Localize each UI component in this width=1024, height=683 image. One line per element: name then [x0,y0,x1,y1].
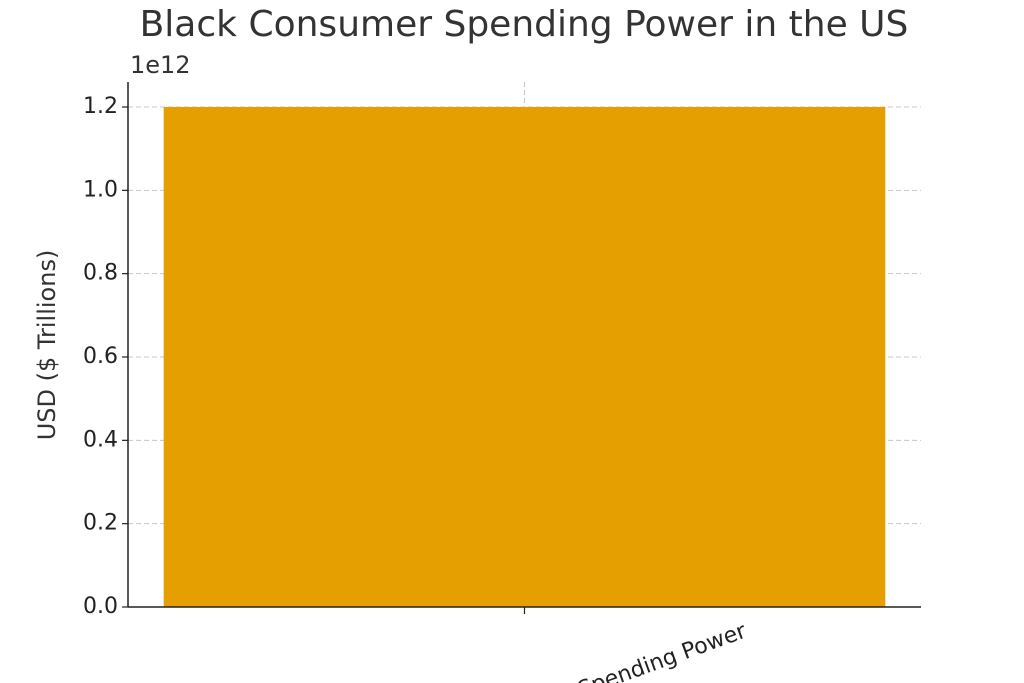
bar [163,107,886,607]
y-tick-label: 0.2 [83,511,118,536]
chart-title: Black Consumer Spending Power in the US [140,4,909,45]
axis-offset-label: 1e12 [130,51,191,79]
y-tick-label: 0.8 [83,261,118,286]
y-tick-label: 0.6 [83,344,118,369]
y-tick-label: 0.4 [83,427,118,452]
y-tick-label: 1.0 [83,177,118,202]
x-tick-label: Spending Power [575,618,751,683]
y-tick-label: 0.0 [83,594,118,619]
y-axis-label: USD ($ Trillions) [33,250,61,441]
y-tick-label: 1.2 [83,94,118,119]
